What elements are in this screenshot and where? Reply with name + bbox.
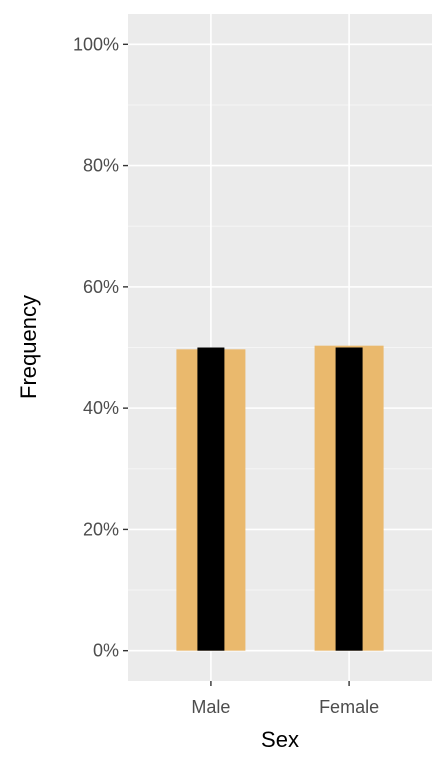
- y-tick-label: 80%: [83, 156, 119, 176]
- x-tick-label: Female: [319, 697, 379, 717]
- narrow-bar: [335, 347, 363, 651]
- y-axis: 0% 20% 40% 60% 80% 100%: [73, 34, 128, 661]
- y-tick-label: 60%: [83, 277, 119, 297]
- y-tick-label: 40%: [83, 398, 119, 418]
- bars: [176, 345, 384, 651]
- x-axis: Male Female: [191, 681, 379, 717]
- y-axis-title: Frequency: [16, 295, 41, 399]
- narrow-bar: [197, 347, 225, 651]
- y-tick-label: 100%: [73, 34, 119, 54]
- x-axis-title: Sex: [261, 727, 299, 752]
- y-tick-label: 0%: [93, 641, 119, 661]
- x-tick-label: Male: [191, 697, 230, 717]
- y-tick-label: 20%: [83, 519, 119, 539]
